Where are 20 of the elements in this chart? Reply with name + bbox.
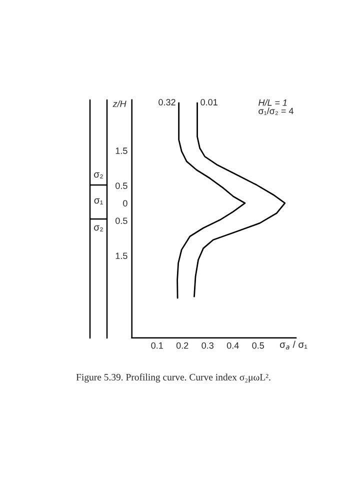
annotation: H/L = 1	[258, 99, 287, 106]
y-tick-label: 0.5	[115, 218, 128, 224]
text: σ₂	[94, 225, 103, 232]
text: σ₂	[94, 172, 103, 178]
y-tick-label: 0	[123, 200, 128, 206]
x-axis-title: σ$_{a}$ / σ₁	[280, 340, 308, 350]
x-tick-label: 0.4	[226, 342, 239, 349]
y-tick-label: 1.5	[116, 148, 128, 154]
x-tick-label: 0.2	[176, 342, 188, 349]
x-tick-label: 0.3	[202, 342, 214, 349]
text: σ₁	[94, 198, 103, 204]
y-tick-label: 1.5	[116, 252, 128, 259]
annotation: σ₁/σ₂ = 4	[258, 108, 294, 115]
caption: Figure 5.39. Profiling curve. Curve index σ₂μωL².	[76, 374, 270, 382]
y-tick-label: 0.5	[115, 182, 128, 189]
series-label: 0.32	[158, 99, 176, 106]
y-axis-title: z/H	[112, 100, 126, 108]
x-tick-label: 0.5	[252, 342, 264, 349]
series-label: 0.01	[200, 99, 218, 106]
x-tick-label: 0.1	[151, 342, 163, 349]
